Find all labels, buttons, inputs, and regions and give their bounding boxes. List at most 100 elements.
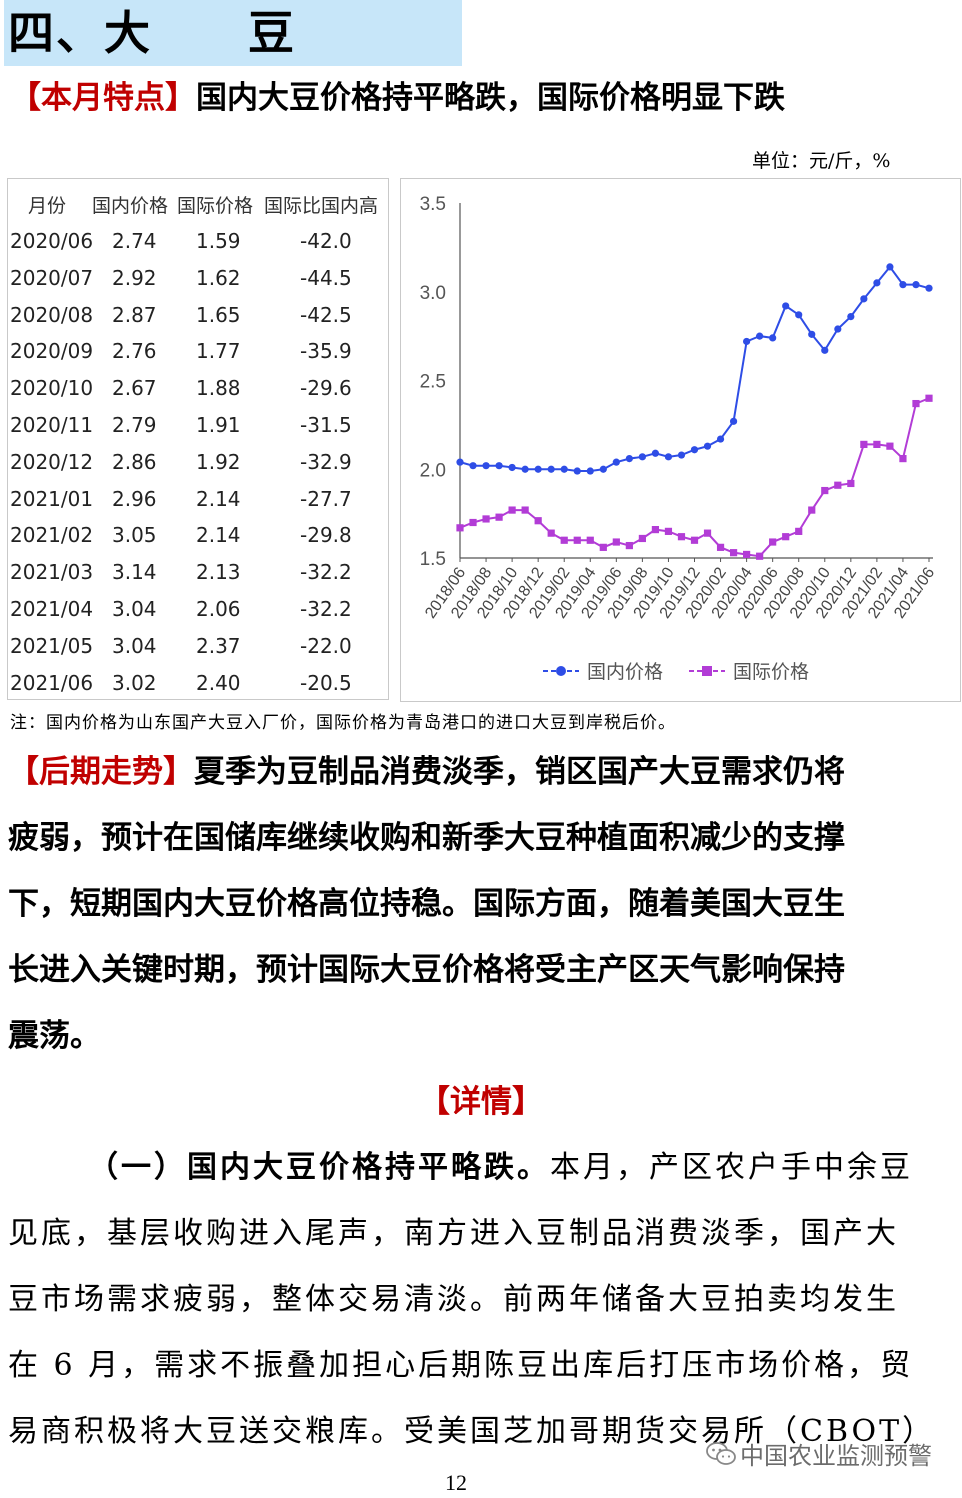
cell-month: 2021/02 (10, 523, 94, 548)
data-point (482, 462, 490, 470)
data-point (729, 549, 738, 557)
cell-month: 2021/05 (10, 633, 94, 658)
cell-domestic: 2.79 (112, 413, 157, 437)
data-point (508, 506, 516, 514)
data-point (690, 446, 699, 454)
details-line-3: 豆市场需求疲弱，整体交易清淡。前两年储备大豆拍卖均发生 (8, 1282, 899, 1317)
outlook-text-1: 夏季为豆制品消费淡季，销区国产大豆需求仍将 (194, 754, 845, 790)
details-line-5: 易商积极将大豆送交粮库。受美国芝加哥期货交易所（CBOT） (8, 1414, 936, 1449)
cell-month: 2020/12 (10, 449, 94, 474)
data-point (651, 526, 660, 534)
section-title: 四、大 豆 (4, 0, 462, 66)
cell-diff: -32.2 (300, 560, 352, 585)
data-point (808, 330, 816, 338)
data-point (873, 440, 881, 448)
cell-international: 1.62 (196, 265, 241, 290)
monthly-feature-heading: 【本月特点】国内大豆价格持平略跌，国际价格明显下跌 (10, 78, 785, 118)
cell-diff: -32.2 (300, 597, 352, 621)
data-point (456, 524, 464, 532)
table-header-domestic: 国内价格 (92, 195, 169, 217)
cell-diff: -22.0 (300, 633, 352, 658)
cell-month: 2020/08 (10, 302, 94, 327)
details-lead-rest: 本月，产区农户手中余豆 (550, 1150, 913, 1185)
table-row: 2021/06 3.02 2.40 -20.5 (8, 665, 388, 701)
data-point (534, 517, 542, 525)
table-row: 2020/10 2.67 1.88 -29.6 (8, 370, 388, 406)
data-point (886, 442, 894, 450)
table-header-month: 月份 (28, 195, 67, 217)
data-point (482, 515, 490, 523)
data-point (651, 449, 660, 457)
data-point (743, 337, 751, 346)
data-point (495, 462, 503, 470)
cell-international: 2.40 (196, 670, 241, 695)
cell-international: 2.14 (196, 523, 241, 548)
table-row: 2020/06 2.74 1.59 -42.0 (8, 223, 388, 259)
cell-domestic: 3.04 (112, 597, 157, 621)
cell-domestic: 3.04 (112, 633, 157, 658)
data-point (912, 281, 920, 289)
table-row: 2021/04 3.04 2.06 -32.2 (8, 591, 388, 627)
cell-diff: -35.9 (300, 339, 352, 364)
y-tick-label: 3.5 (420, 194, 446, 215)
outlook-line-2: 疲弱，预计在国储库继续收购和新季大豆种植面积减少的支撑 (8, 820, 845, 856)
cell-diff: -20.5 (300, 670, 352, 695)
data-point (782, 533, 790, 541)
cell-month: 2020/06 (10, 229, 94, 253)
cell-international: 1.65 (196, 302, 241, 327)
data-point (638, 453, 646, 461)
chart-note: 注：国内价格为山东国产大豆入厂价，国际价格为青岛港口的进口大豆到岸税后价。 (10, 713, 676, 733)
data-point (873, 279, 881, 287)
data-point (456, 458, 464, 466)
legend-marker (702, 666, 712, 676)
data-point (795, 527, 803, 535)
cell-domestic: 3.14 (112, 560, 157, 585)
cell-international: 2.37 (196, 633, 241, 658)
data-point (795, 311, 803, 319)
data-point (586, 536, 594, 544)
cell-domestic: 2.86 (112, 449, 157, 474)
table-row: 2021/02 3.05 2.14 -29.8 (8, 517, 388, 553)
cell-diff: -32.9 (300, 449, 352, 474)
cell-international: 2.14 (196, 486, 241, 511)
outlook-line-4: 长进入关键时期，预计国际大豆价格将受主产区天气影响保持 (8, 952, 845, 988)
data-point (664, 453, 673, 461)
data-point (756, 552, 764, 560)
cell-international: 1.59 (196, 229, 241, 253)
cell-international: 1.77 (196, 339, 241, 364)
data-point (495, 513, 503, 521)
table-header-international: 国际价格 (177, 195, 254, 217)
data-point (899, 455, 907, 463)
outlook-line-3: 下，短期国内大豆价格高位持稳。国际方面，随着美国大豆生 (8, 886, 845, 922)
data-point (808, 506, 816, 514)
data-point (756, 332, 764, 340)
table-header-diff: 国际比国内高 (264, 195, 379, 217)
cell-diff: -42.0 (300, 229, 352, 253)
table-row: 2021/03 3.14 2.13 -32.2 (8, 554, 388, 590)
data-point (847, 479, 855, 488)
data-point (834, 481, 842, 489)
monthly-feature-tag: 【本月特点】 (10, 80, 196, 116)
table-row: 2021/01 2.96 2.14 -27.7 (8, 481, 388, 517)
data-point (677, 533, 686, 541)
y-tick-label: 1.5 (420, 549, 446, 570)
unit-label: 单位：元/斤，% (752, 150, 891, 172)
cell-international: 1.92 (196, 449, 241, 474)
data-point (716, 543, 725, 551)
data-point (573, 467, 581, 475)
watermark: 中国农业监测预警 (706, 1436, 932, 1471)
cell-diff: -31.5 (300, 413, 352, 437)
data-point (599, 465, 607, 473)
wechat-icon (706, 1441, 736, 1465)
data-point (925, 394, 933, 402)
data-point (469, 518, 477, 527)
cell-domestic: 2.87 (112, 302, 157, 327)
table-row: 2021/05 3.04 2.37 -22.0 (8, 628, 388, 664)
data-point (677, 451, 686, 459)
table-row: 2020/08 2.87 1.65 -42.5 (8, 297, 388, 333)
legend-label: 国内价格 (587, 661, 663, 683)
legend-marker (556, 666, 566, 676)
cell-diff: -29.8 (300, 523, 352, 548)
data-point (521, 506, 529, 514)
cell-diff: -42.5 (300, 302, 352, 327)
